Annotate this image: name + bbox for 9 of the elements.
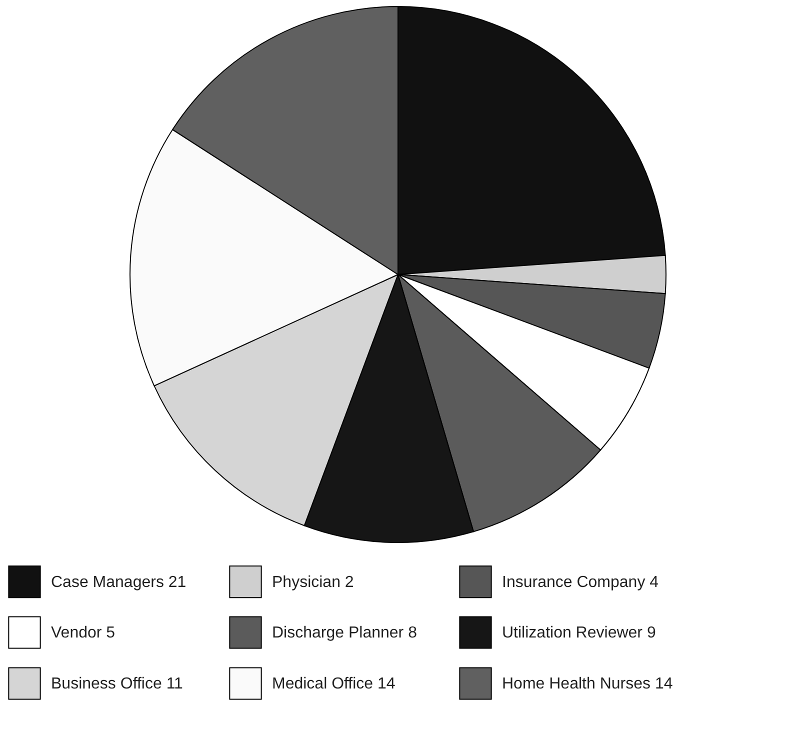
legend-label: Medical Office 14 [272, 676, 396, 692]
legend-label: Case Managers 21 [51, 574, 186, 591]
legend-label: Vendor 5 [51, 624, 116, 642]
legend-label: Home Health Nurses 14 [502, 676, 673, 692]
legend-label: Utilization Reviewer 9 [502, 624, 656, 642]
legend-label: Discharge Planner 8 [272, 624, 418, 642]
legend-label: Insurance Company 4 [502, 574, 659, 591]
legend-label: Business Office 11 [51, 676, 184, 692]
legend-label: Physician 2 [272, 574, 354, 591]
